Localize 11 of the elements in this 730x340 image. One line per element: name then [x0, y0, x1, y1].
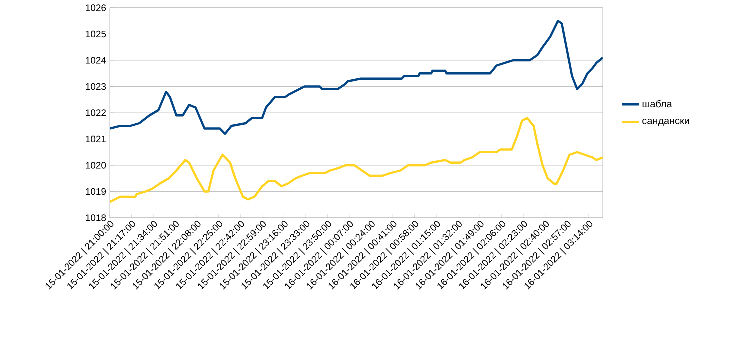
- legend-label: шабла: [642, 100, 672, 108]
- y-tick-label: 1021: [86, 136, 106, 143]
- y-tick-label: 1018: [86, 214, 106, 222]
- y-tick-label: 1025: [86, 30, 106, 38]
- legend-label: сандански: [642, 118, 690, 126]
- y-tick-label: 1019: [86, 188, 106, 196]
- y-tick-label: 1022: [86, 110, 106, 116]
- y-tick-label: 1020: [86, 162, 106, 169]
- y-tick-label: 1024: [86, 57, 106, 64]
- y-tick-label: 1023: [86, 83, 106, 90]
- y-tick-label: 1026: [86, 4, 106, 12]
